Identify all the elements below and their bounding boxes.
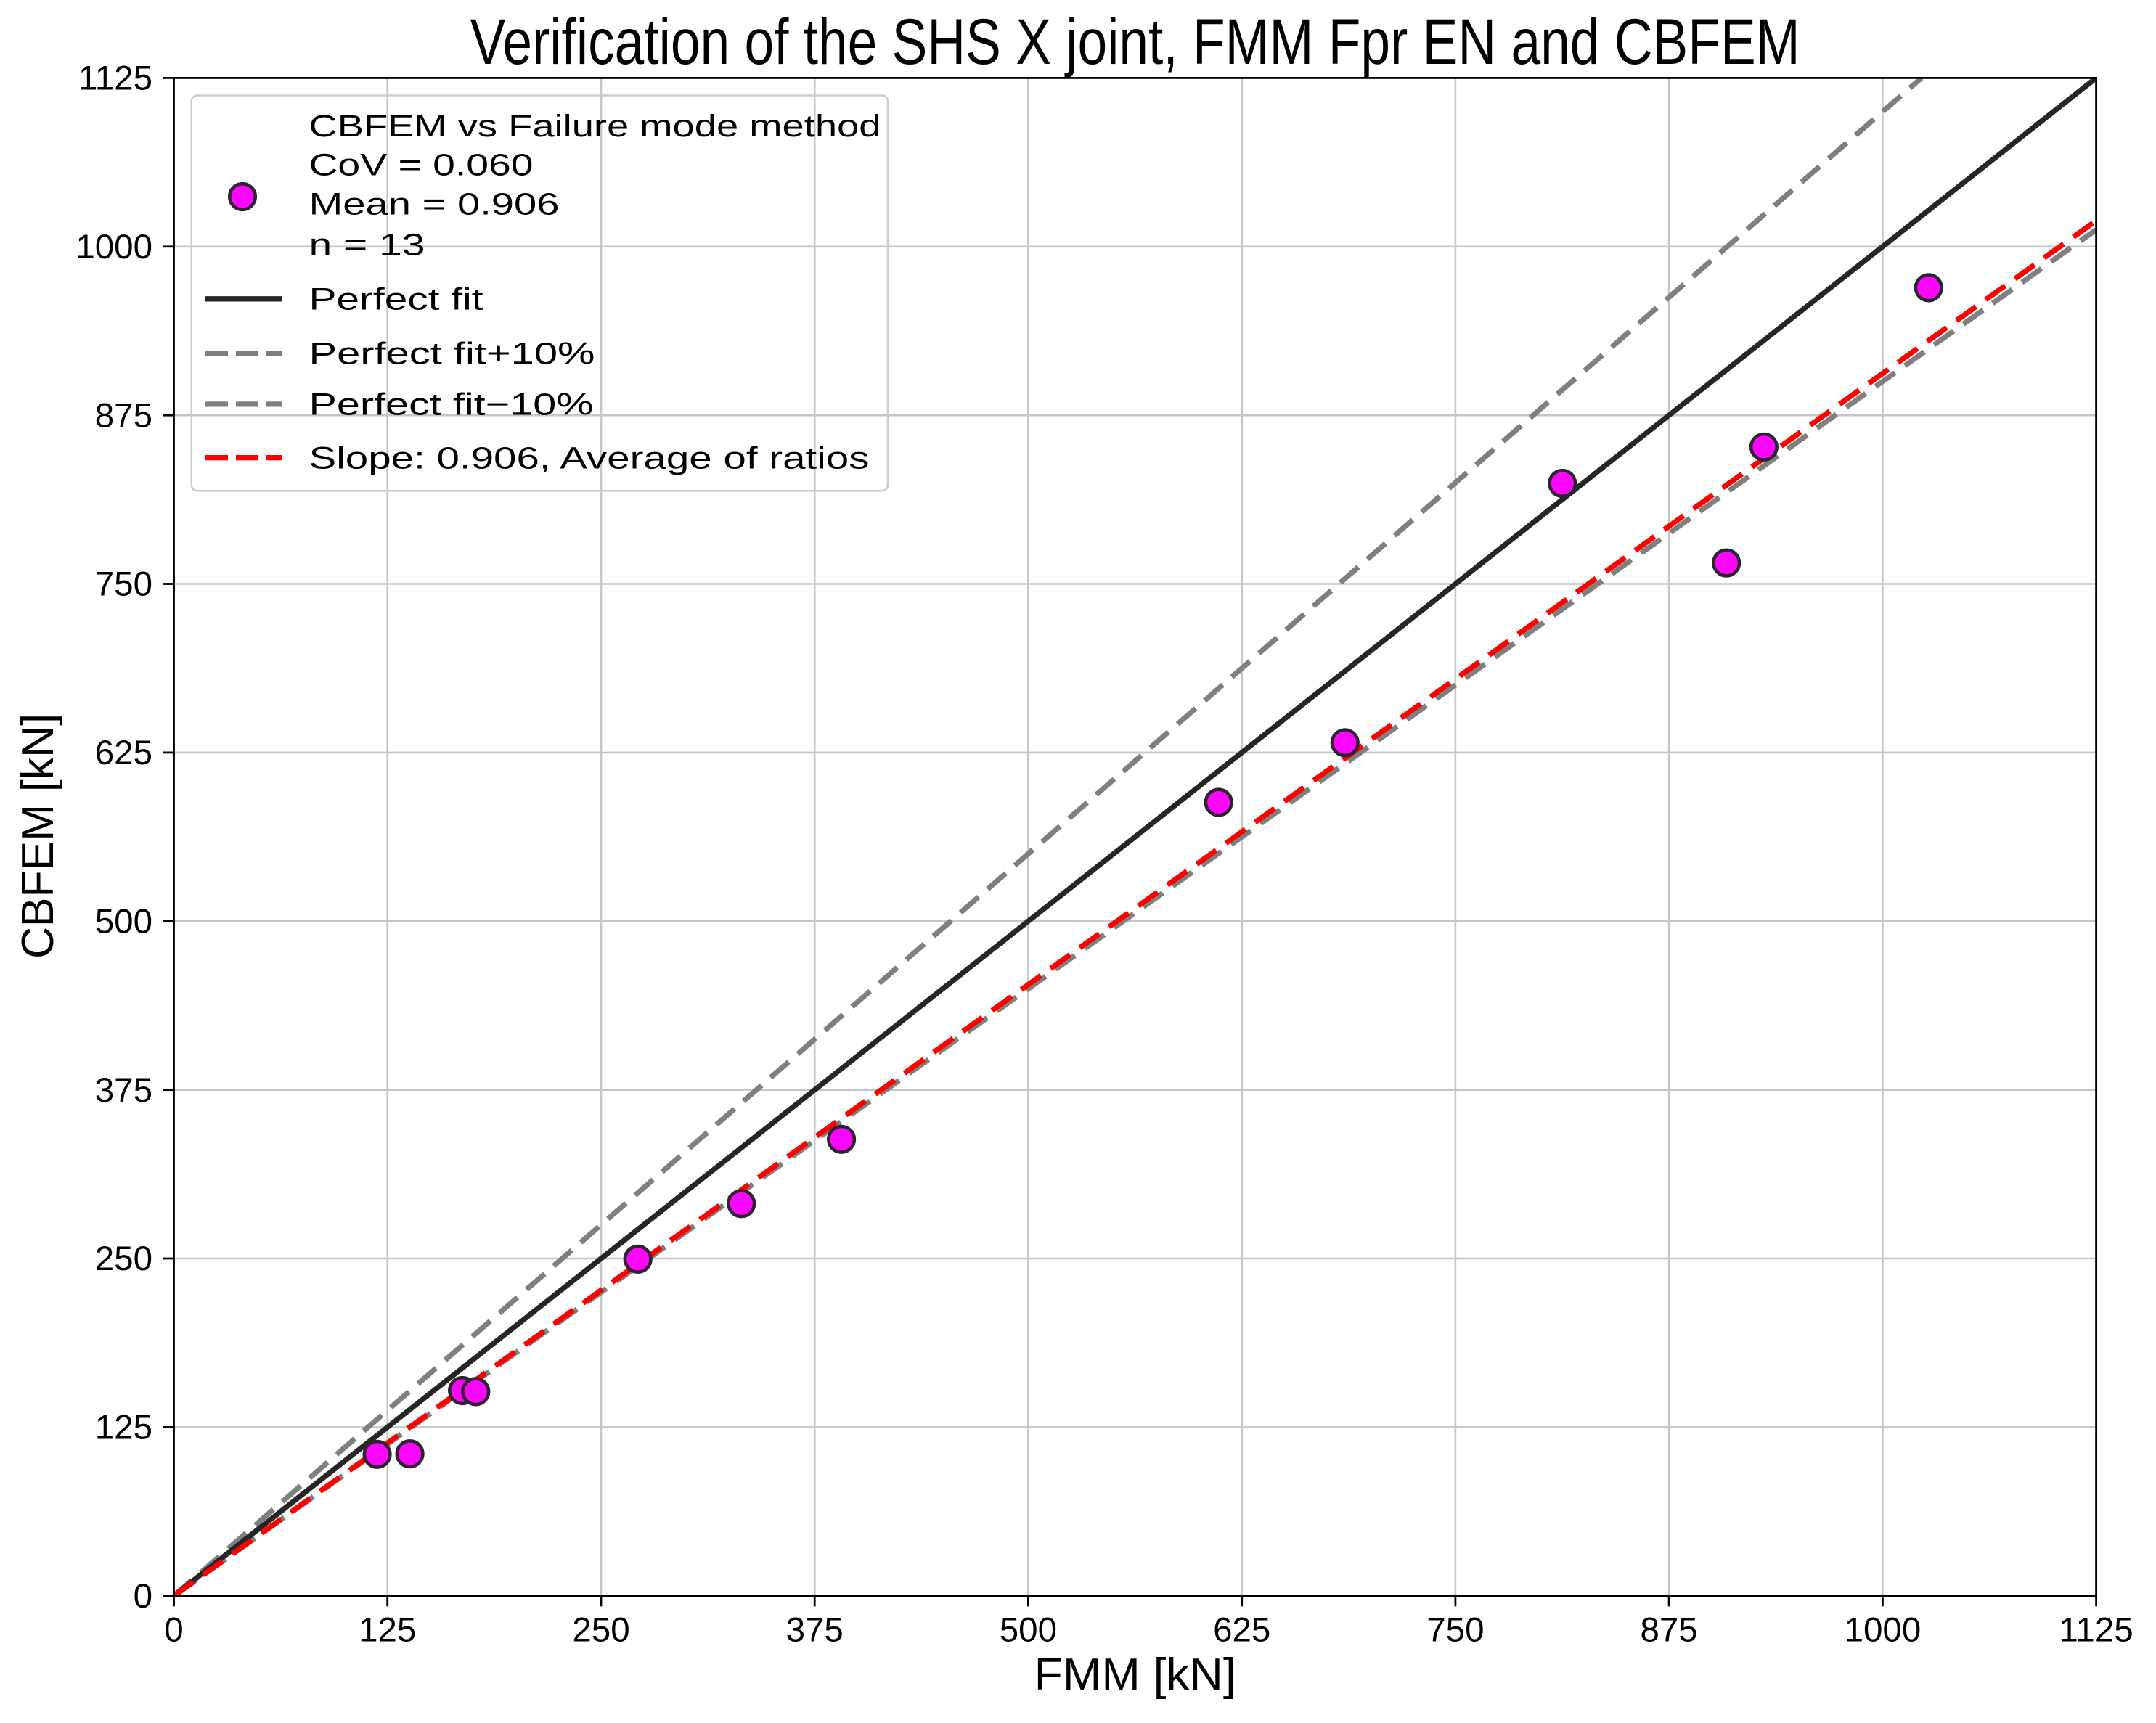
svg-text:625: 625 — [1213, 1611, 1270, 1649]
svg-text:625: 625 — [95, 734, 152, 772]
svg-text:875: 875 — [95, 396, 152, 435]
svg-text:CoV = 0.060: CoV = 0.060 — [309, 147, 534, 182]
svg-text:1000: 1000 — [75, 228, 152, 266]
svg-text:Mean = 0.906: Mean = 0.906 — [309, 187, 560, 222]
svg-text:Verification of the SHS X join: Verification of the SHS X joint, FMM Fpr… — [470, 5, 1800, 78]
svg-text:1125: 1125 — [2059, 1611, 2133, 1649]
svg-text:250: 250 — [95, 1240, 152, 1278]
svg-text:Perfect fit−10%: Perfect fit−10% — [309, 388, 594, 422]
svg-text:375: 375 — [95, 1071, 152, 1110]
svg-text:750: 750 — [1426, 1611, 1484, 1649]
svg-text:1000: 1000 — [1845, 1611, 1922, 1649]
svg-text:1125: 1125 — [78, 60, 152, 98]
svg-text:750: 750 — [95, 565, 152, 604]
svg-text:0: 0 — [164, 1611, 183, 1649]
svg-text:125: 125 — [95, 1409, 152, 1447]
svg-text:FMM [kN]: FMM [kN] — [1034, 1650, 1236, 1700]
svg-text:250: 250 — [572, 1611, 629, 1649]
svg-text:Perfect fit: Perfect fit — [309, 282, 483, 317]
svg-text:375: 375 — [786, 1611, 844, 1649]
svg-text:Perfect fit+10%: Perfect fit+10% — [309, 337, 595, 372]
svg-text:125: 125 — [359, 1611, 416, 1649]
svg-text:Slope: 0.906, Average of ratio: Slope: 0.906, Average of ratios — [309, 441, 870, 475]
svg-text:875: 875 — [1640, 1611, 1697, 1649]
svg-text:CBFEM vs Failure mode method: CBFEM vs Failure mode method — [309, 109, 881, 144]
svg-text:CBFEM [kN]: CBFEM [kN] — [13, 713, 63, 959]
svg-text:500: 500 — [95, 903, 152, 941]
svg-text:n = 13: n = 13 — [309, 228, 425, 263]
svg-text:0: 0 — [134, 1577, 152, 1616]
svg-text:500: 500 — [1000, 1611, 1057, 1649]
